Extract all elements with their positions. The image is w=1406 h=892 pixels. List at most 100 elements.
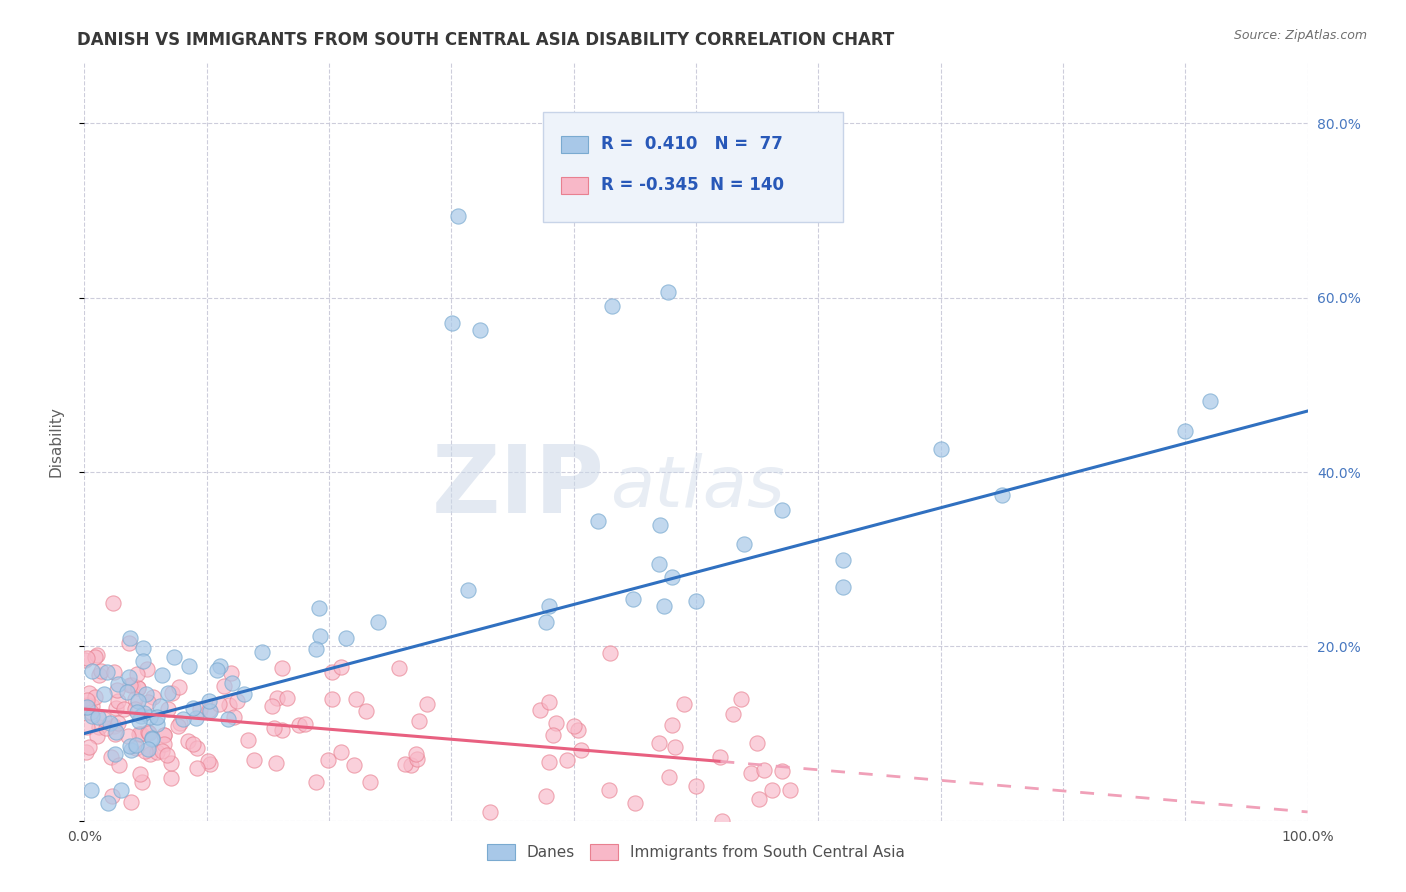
Point	[733, 537, 755, 551]
Point	[711, 814, 734, 828]
Point	[128, 727, 150, 741]
Point	[198, 757, 221, 772]
Point	[77, 740, 100, 755]
Point	[150, 744, 173, 758]
Point	[305, 774, 328, 789]
Point	[198, 704, 221, 718]
Point	[321, 665, 343, 680]
Point	[84, 650, 107, 665]
Point	[127, 667, 149, 681]
Point	[243, 753, 266, 767]
Point	[599, 646, 621, 660]
Point	[271, 723, 294, 738]
Point	[730, 692, 752, 706]
Point	[650, 518, 672, 533]
Point	[93, 712, 115, 726]
Point	[156, 686, 179, 700]
Point	[709, 749, 731, 764]
Point	[186, 761, 208, 775]
Point	[86, 729, 108, 743]
Point	[831, 552, 853, 566]
Point	[294, 717, 316, 731]
Point	[761, 782, 783, 797]
Text: ZIP: ZIP	[432, 441, 605, 533]
Point	[779, 783, 801, 797]
Text: R = -0.345  N = 140: R = -0.345 N = 140	[600, 177, 783, 194]
Point	[73, 653, 96, 667]
Point	[929, 442, 952, 457]
Point	[141, 732, 163, 747]
Point	[118, 636, 141, 650]
Point	[169, 715, 191, 730]
Point	[117, 729, 139, 743]
Point	[747, 737, 769, 751]
Point	[136, 695, 159, 709]
Point	[101, 596, 124, 610]
Point	[172, 712, 194, 726]
Point	[94, 722, 117, 736]
Point	[367, 615, 389, 629]
Point	[138, 747, 160, 761]
Point	[685, 779, 707, 793]
Point	[658, 770, 681, 784]
Point	[205, 663, 228, 677]
Point	[110, 783, 132, 797]
Point	[416, 698, 439, 712]
Legend: Danes, Immigrants from South Central Asia: Danes, Immigrants from South Central Asi…	[481, 838, 911, 866]
Point	[129, 708, 152, 723]
Point	[648, 558, 671, 572]
Point	[262, 699, 284, 714]
Point	[316, 753, 339, 767]
Point	[76, 651, 98, 665]
Point	[179, 658, 201, 673]
Y-axis label: Disability: Disability	[49, 406, 63, 477]
Point	[538, 599, 561, 614]
Point	[288, 718, 311, 732]
Point	[197, 694, 219, 708]
Point	[127, 681, 149, 695]
Point	[108, 758, 131, 772]
Point	[321, 692, 343, 706]
Point	[184, 711, 207, 725]
Point	[139, 710, 162, 724]
Point	[748, 791, 770, 805]
Point	[107, 677, 129, 691]
Point	[124, 691, 146, 706]
Point	[405, 752, 427, 766]
Point	[129, 767, 152, 781]
Point	[136, 662, 159, 676]
Point	[120, 743, 142, 757]
Point	[661, 570, 683, 584]
Point	[150, 667, 173, 681]
FancyBboxPatch shape	[543, 112, 842, 221]
Point	[197, 754, 219, 768]
Point	[103, 665, 125, 679]
Point	[82, 665, 104, 679]
Point	[146, 716, 169, 731]
Point	[87, 720, 110, 734]
Point	[198, 703, 221, 717]
Point	[127, 681, 149, 695]
Point	[621, 592, 644, 607]
Point	[468, 323, 491, 337]
Point	[75, 699, 97, 714]
Point	[721, 706, 744, 721]
Point	[96, 665, 118, 679]
Point	[586, 515, 609, 529]
Point	[344, 692, 367, 706]
Point	[222, 710, 245, 724]
Point	[93, 687, 115, 701]
Point	[120, 678, 142, 692]
Point	[118, 631, 141, 645]
Point	[754, 763, 776, 777]
Point	[232, 687, 254, 701]
Point	[98, 715, 121, 730]
Point	[598, 782, 620, 797]
Point	[132, 654, 155, 668]
Point	[624, 796, 647, 810]
Point	[388, 661, 411, 675]
Point	[394, 756, 416, 771]
Point	[555, 754, 578, 768]
Point	[146, 745, 169, 759]
Point	[134, 744, 156, 758]
